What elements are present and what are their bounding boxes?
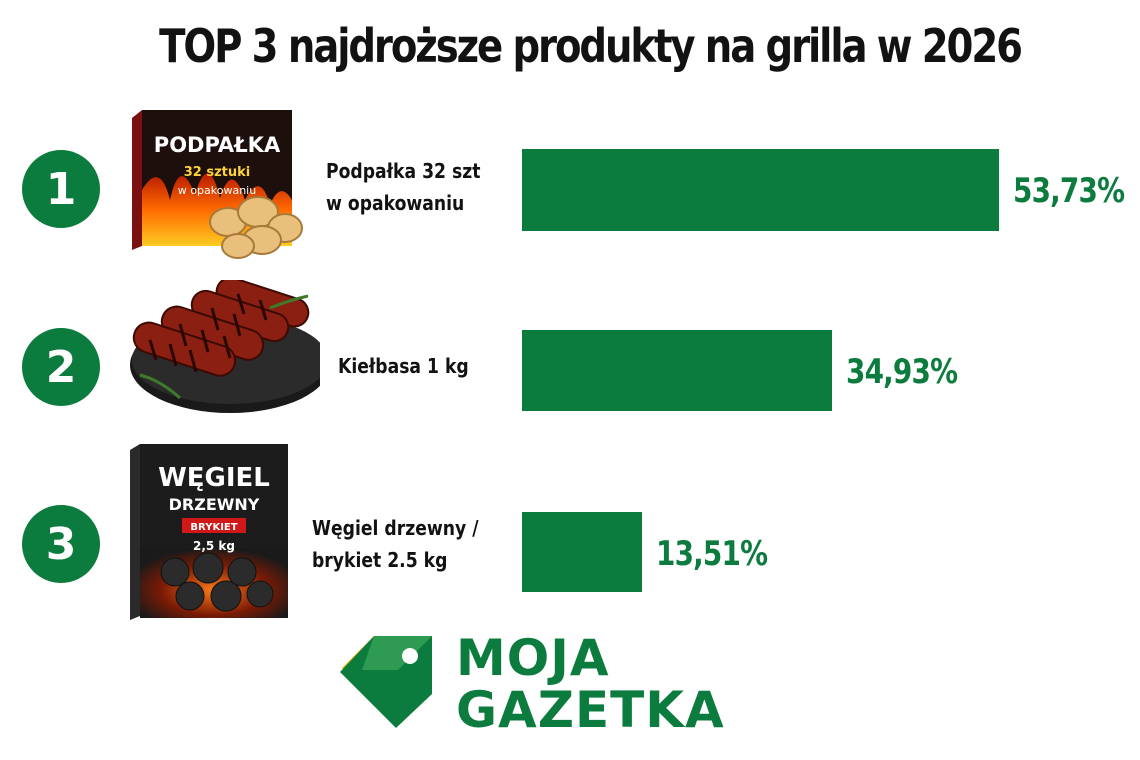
category-label-1-line-2: w opakowaniu: [326, 191, 465, 215]
price-tag-icon: [336, 630, 436, 730]
chart-title: TOP 3 najdroższe produkty na grilla w 20…: [159, 19, 1023, 73]
value-label-3: 13,51%: [656, 534, 768, 574]
box-line-1: 32 sztuki: [184, 165, 251, 180]
rank-badge-3: 3: [22, 505, 100, 583]
rank-badge-1: 1: [22, 150, 100, 228]
logo-text-line-2: GAZETKA: [456, 681, 725, 739]
bar-podpalka: [522, 149, 999, 231]
category-label-1-line-1: Podpałka 32 szt: [326, 159, 481, 183]
value-label-2: 34,93%: [846, 352, 958, 392]
charcoal-bag-icon: WĘGIEL DRZEWNY BRYKIET 2,5 kg: [120, 440, 320, 620]
value-label-1: 53,73%: [1013, 171, 1125, 211]
bar-wegiel: [522, 512, 642, 592]
category-label-2: Kiełbasa 1 kg: [338, 350, 469, 382]
category-label-2-line-1: Kiełbasa 1 kg: [338, 354, 469, 378]
category-label-3: Węgiel drzewny / brykiet 2.5 kg: [312, 512, 478, 576]
category-label-1: Podpałka 32 szt w opakowaniu: [326, 155, 480, 219]
logo-text-line-1: MOJA: [456, 629, 610, 687]
rank-badge-2: 2: [22, 328, 100, 406]
bar-kielbasa: [522, 330, 832, 411]
box-line-2: 2,5 kg: [193, 539, 235, 553]
firelighter-box-icon: PODPAŁKA 32 sztuki w opakowaniu: [120, 100, 320, 280]
box-title: WĘGIEL: [158, 463, 270, 493]
box-line-1: DRZEWNY: [169, 495, 260, 514]
grilled-sausages-icon: [120, 280, 320, 460]
box-title: PODPAŁKA: [154, 133, 281, 157]
box-badge: BRYKIET: [190, 522, 237, 533]
box-line-2: w opakowaniu: [178, 184, 256, 197]
category-label-3-line-2: brykiet 2.5 kg: [312, 548, 448, 572]
category-label-3-line-1: Węgiel drzewny /: [312, 516, 479, 540]
